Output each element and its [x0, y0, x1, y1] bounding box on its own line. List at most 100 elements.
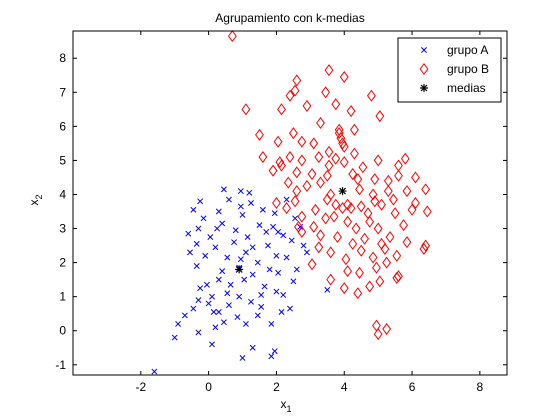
data-point-x [288, 237, 295, 244]
data-point-diamond [343, 265, 353, 278]
data-point-diamond [331, 198, 341, 211]
data-point-x [242, 249, 249, 256]
data-point-diamond [351, 222, 361, 235]
data-point-diamond [255, 128, 264, 141]
data-point-x [273, 288, 280, 295]
data-point-diamond [329, 210, 339, 223]
data-point-x [258, 303, 265, 310]
data-point-diamond [297, 135, 307, 148]
data-point-diamond [355, 266, 364, 279]
data-point-x [212, 324, 219, 331]
data-point-x [249, 244, 256, 251]
data-point-diamond [383, 185, 393, 198]
y-tick-label: 1 [59, 290, 66, 304]
data-point-diamond [302, 179, 312, 193]
data-point-diamond [273, 135, 283, 148]
data-point-x [220, 186, 227, 193]
y-axis-label: x2 [27, 194, 44, 205]
data-point-x [215, 208, 222, 215]
data-point-x [195, 329, 202, 336]
data-point-diamond [343, 198, 353, 211]
data-point-x [283, 196, 290, 203]
data-point-x [300, 242, 307, 249]
data-point-diamond [292, 74, 302, 87]
data-point-x [275, 228, 282, 235]
data-point-diamond [258, 150, 268, 164]
data-point-x [232, 227, 239, 234]
data-point-x [193, 240, 200, 247]
data-point-diamond [346, 202, 356, 215]
data-point-x [271, 348, 278, 355]
data-point-x [215, 276, 222, 283]
data-point-x [202, 252, 209, 259]
data-point-diamond [375, 110, 385, 123]
legend-label: grupo B [447, 62, 489, 76]
data-point-diamond [292, 185, 302, 198]
data-point-diamond [331, 152, 341, 165]
data-point-x [203, 281, 210, 288]
data-point-x [190, 206, 197, 213]
data-point-diamond [422, 205, 432, 218]
y-tick-label: 8 [59, 51, 66, 65]
data-point-x [209, 341, 215, 348]
data-point-diamond [322, 169, 332, 182]
data-point-x [293, 266, 300, 273]
y-tick-label: 6 [59, 119, 66, 133]
points-layer [151, 30, 432, 375]
x-axis-label: x1 [280, 397, 291, 414]
data-point-diamond [348, 237, 358, 250]
data-point-diamond [314, 241, 324, 254]
data-point-diamond [360, 232, 370, 245]
data-point-diamond [316, 116, 325, 130]
data-point-diamond [353, 173, 363, 186]
data-point-diamond [336, 132, 346, 145]
data-point-x [237, 203, 244, 210]
data-point-x [237, 188, 244, 195]
data-point-x [197, 285, 204, 292]
data-point-diamond [366, 89, 376, 102]
data-point-diamond [373, 222, 383, 235]
data-point-diamond [314, 150, 324, 164]
data-point-diamond [331, 98, 341, 111]
y-tick-label: 3 [59, 222, 66, 236]
data-point-x [248, 298, 254, 305]
data-point-diamond [288, 127, 298, 140]
data-point-x [212, 244, 219, 251]
data-point-diamond [355, 183, 364, 196]
data-point-diamond [326, 273, 336, 286]
data-point-x [226, 196, 232, 203]
data-point-x [231, 239, 238, 246]
data-point-x [249, 344, 256, 351]
y-axis-label-main: x [27, 200, 41, 206]
data-point-x [258, 292, 265, 298]
data-point-diamond [321, 86, 331, 99]
y-tick-label: 2 [59, 256, 66, 270]
data-point-diamond [350, 123, 359, 136]
data-point-diamond [385, 231, 395, 244]
data-point-x [297, 223, 304, 230]
data-point-diamond [390, 207, 400, 220]
y-tick-label: 5 [59, 153, 66, 167]
data-point-x [224, 254, 231, 261]
data-point-x [209, 293, 215, 300]
ticks-layer: -2 0 2 4 6 8 -1 0 1 2 3 4 5 6 7 8 [55, 31, 507, 394]
data-point-diamond [368, 251, 378, 264]
data-point-diamond [380, 242, 390, 256]
x-axis-label-sub: 1 [286, 404, 291, 414]
data-point-x [187, 249, 193, 256]
data-point-diamond [373, 154, 383, 167]
data-point-diamond [358, 161, 368, 174]
data-point-x [280, 232, 287, 239]
data-point-diamond [373, 328, 383, 341]
data-point-x [263, 228, 270, 235]
data-point-x [197, 198, 204, 205]
data-point-diamond [375, 275, 385, 288]
legend-entry: medias [420, 81, 486, 95]
data-point-diamond [316, 176, 325, 189]
chart-title: Agrupamiento con k-medias [215, 11, 364, 25]
data-point-diamond [277, 159, 286, 172]
data-point-star [338, 187, 347, 196]
data-point-diamond [370, 173, 380, 186]
data-point-x [248, 200, 254, 206]
data-point-x [324, 286, 331, 293]
